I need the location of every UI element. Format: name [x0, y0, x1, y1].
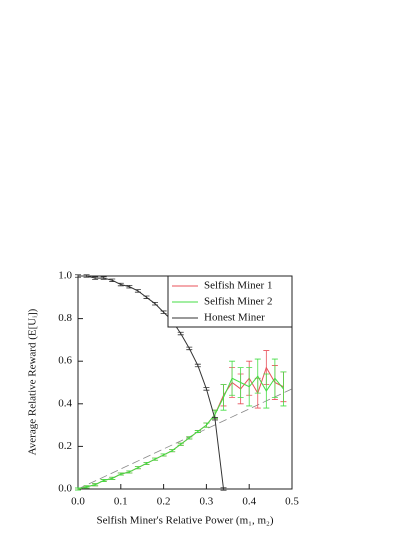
error-bar — [75, 487, 81, 491]
y-tick-label: 0.2 — [58, 440, 72, 452]
series-line — [77, 366, 284, 490]
error-bar — [152, 302, 159, 306]
x-tick-label: 0.1 — [114, 496, 128, 508]
error-bar — [186, 436, 193, 440]
error-bar — [186, 346, 193, 351]
error-bar — [83, 485, 90, 489]
error-bar — [126, 284, 133, 289]
error-bar — [152, 457, 159, 461]
error-bar — [177, 442, 184, 446]
error-bar — [254, 358, 261, 394]
error-bar — [237, 367, 244, 398]
error-bar — [263, 373, 270, 409]
error-bar — [280, 371, 287, 407]
error-bar — [246, 367, 253, 407]
error-bar — [126, 470, 133, 474]
error-bar — [271, 358, 278, 398]
error-bar — [220, 487, 227, 491]
error-bar — [211, 417, 218, 421]
error-bar — [203, 422, 210, 428]
x-tick-label: 0.5 — [285, 496, 299, 508]
error-bar — [194, 430, 201, 433]
y-tick-label: 0.0 — [58, 483, 72, 495]
reference-line — [77, 388, 293, 490]
x-axis-label: Selfish Miner's Relative Power (m₁, m₂) — [96, 515, 273, 527]
error-bar — [83, 274, 90, 278]
legend-label: Selfish Miner 1 — [204, 280, 272, 292]
error-bar — [109, 278, 116, 282]
error-bar — [169, 449, 176, 453]
error-bar — [100, 276, 107, 280]
error-bar — [177, 331, 184, 336]
legend-label: Honest Miner — [204, 312, 265, 324]
error-bar — [75, 274, 81, 278]
error-bar — [134, 289, 141, 293]
error-bar — [194, 363, 201, 368]
error-bar — [203, 387, 210, 391]
error-bar — [134, 466, 141, 470]
error-bar — [92, 276, 99, 280]
error-bar — [160, 310, 167, 314]
legend-label: Selfish Miner 2 — [204, 296, 272, 308]
y-tick-label: 1.0 — [58, 270, 72, 282]
x-tick-label: 0.0 — [71, 496, 85, 508]
x-tick-label: 0.2 — [157, 496, 171, 508]
x-tick-label: 0.3 — [200, 496, 214, 508]
error-bar — [117, 282, 124, 287]
error-bar — [160, 453, 167, 457]
x-tick-label: 0.4 — [242, 496, 256, 508]
series-line — [77, 375, 284, 490]
y-tick-label: 0.8 — [58, 312, 72, 324]
error-bar — [92, 483, 99, 487]
error-bar — [100, 479, 107, 482]
y-tick-label: 0.6 — [58, 355, 72, 367]
error-bar — [117, 472, 124, 476]
error-bar — [143, 295, 150, 299]
y-axis-label: Average Relative Reward (E[Uᵢ]) — [27, 308, 39, 455]
error-bar — [220, 384, 227, 411]
series-line — [78, 275, 225, 490]
error-bar — [229, 360, 236, 396]
error-bar — [109, 476, 116, 480]
error-bar — [143, 461, 150, 465]
y-tick-label: 0.4 — [58, 397, 72, 409]
